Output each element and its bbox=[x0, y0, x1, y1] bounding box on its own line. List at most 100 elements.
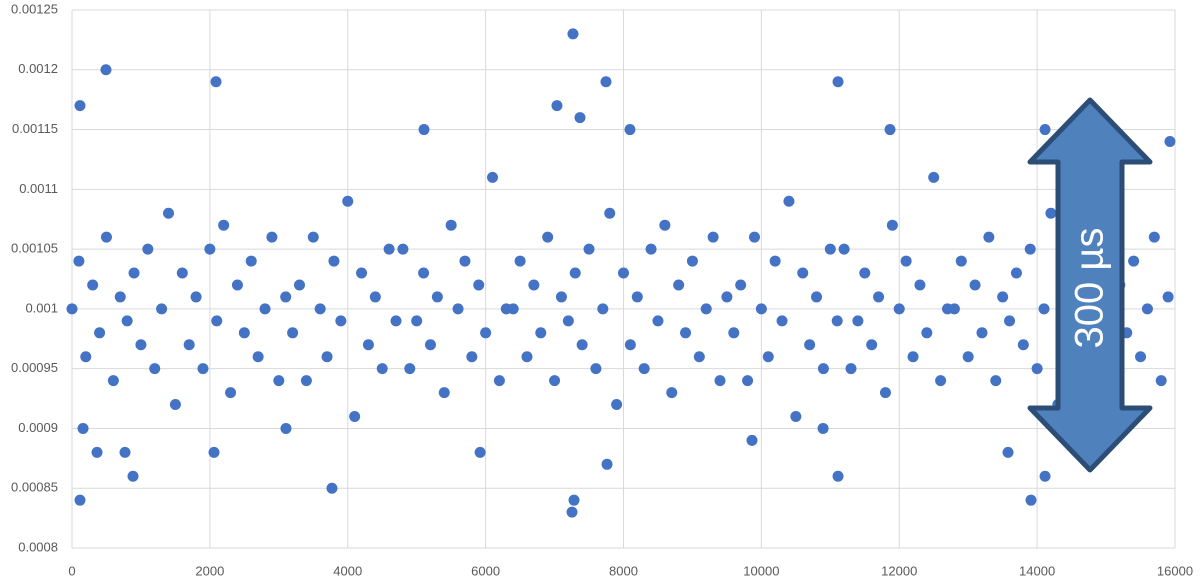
point bbox=[886, 219, 898, 231]
point bbox=[356, 267, 368, 279]
point bbox=[307, 231, 319, 243]
point bbox=[266, 231, 278, 243]
point bbox=[535, 327, 547, 339]
point bbox=[259, 303, 271, 315]
point bbox=[314, 303, 326, 315]
point bbox=[1148, 231, 1160, 243]
point bbox=[693, 351, 705, 363]
point bbox=[811, 291, 823, 303]
y-tick-label: 0.00125 bbox=[11, 1, 58, 16]
point bbox=[955, 255, 967, 267]
x-tick-label: 0 bbox=[68, 563, 75, 578]
point bbox=[590, 363, 602, 375]
point bbox=[831, 315, 843, 327]
point bbox=[383, 243, 395, 255]
point bbox=[832, 470, 844, 482]
x-tick-label: 16000 bbox=[1157, 563, 1193, 578]
x-tick-label: 10000 bbox=[743, 563, 779, 578]
point bbox=[776, 315, 788, 327]
y-tick-label: 0.00105 bbox=[11, 241, 58, 256]
point bbox=[611, 399, 623, 411]
y-tick-label: 0.0012 bbox=[18, 61, 58, 76]
point bbox=[686, 255, 698, 267]
point bbox=[1045, 207, 1057, 219]
point bbox=[1002, 446, 1014, 458]
point bbox=[859, 267, 871, 279]
point bbox=[397, 243, 409, 255]
point bbox=[783, 195, 795, 207]
point bbox=[569, 267, 581, 279]
point bbox=[797, 267, 809, 279]
y-tick-label: 0.001 bbox=[25, 300, 58, 315]
point bbox=[424, 339, 436, 351]
point bbox=[480, 327, 492, 339]
point bbox=[549, 375, 561, 387]
point bbox=[893, 303, 905, 315]
points bbox=[66, 28, 1176, 518]
point bbox=[287, 327, 299, 339]
point bbox=[376, 363, 388, 375]
point bbox=[507, 303, 519, 315]
point bbox=[1031, 363, 1043, 375]
point bbox=[735, 279, 747, 291]
point bbox=[362, 339, 374, 351]
point bbox=[190, 291, 202, 303]
point bbox=[135, 339, 147, 351]
point bbox=[225, 387, 237, 399]
point bbox=[300, 375, 312, 387]
point bbox=[459, 255, 471, 267]
x-tick-label: 4000 bbox=[333, 563, 362, 578]
point bbox=[127, 470, 139, 482]
point bbox=[714, 375, 726, 387]
point bbox=[1164, 136, 1176, 148]
grid: 0.0008 0.00085 0.0009 0.00095 0.001 0.00105 0.… bbox=[11, 1, 1193, 578]
x-tick-label: 6000 bbox=[471, 563, 500, 578]
point bbox=[935, 375, 947, 387]
point bbox=[680, 327, 692, 339]
point bbox=[900, 255, 912, 267]
point bbox=[728, 327, 740, 339]
point bbox=[142, 243, 154, 255]
point bbox=[1017, 339, 1029, 351]
point bbox=[119, 446, 131, 458]
point bbox=[211, 315, 223, 327]
point bbox=[707, 231, 719, 243]
point bbox=[245, 255, 257, 267]
point bbox=[838, 243, 850, 255]
point bbox=[473, 279, 485, 291]
point bbox=[91, 446, 103, 458]
point bbox=[431, 291, 443, 303]
point bbox=[1039, 124, 1051, 136]
point bbox=[601, 458, 613, 470]
point bbox=[493, 375, 505, 387]
point bbox=[466, 351, 478, 363]
point bbox=[1128, 255, 1140, 267]
point bbox=[597, 303, 609, 315]
point bbox=[762, 351, 774, 363]
point bbox=[551, 100, 563, 112]
point bbox=[1039, 470, 1051, 482]
point bbox=[80, 351, 92, 363]
point bbox=[866, 339, 878, 351]
point bbox=[514, 255, 526, 267]
point bbox=[107, 375, 119, 387]
point bbox=[928, 171, 940, 183]
point bbox=[567, 28, 579, 40]
point bbox=[94, 327, 106, 339]
point bbox=[163, 207, 175, 219]
point bbox=[418, 124, 430, 136]
point bbox=[328, 255, 340, 267]
point bbox=[204, 243, 216, 255]
point bbox=[452, 303, 464, 315]
point bbox=[555, 291, 567, 303]
x-tick-label: 12000 bbox=[881, 563, 917, 578]
point bbox=[487, 171, 499, 183]
point bbox=[962, 351, 974, 363]
point bbox=[169, 399, 181, 411]
point bbox=[280, 422, 292, 434]
point bbox=[873, 291, 885, 303]
point bbox=[87, 279, 99, 291]
y-tick-label: 0.0009 bbox=[18, 420, 58, 435]
point bbox=[976, 327, 988, 339]
point bbox=[721, 291, 733, 303]
